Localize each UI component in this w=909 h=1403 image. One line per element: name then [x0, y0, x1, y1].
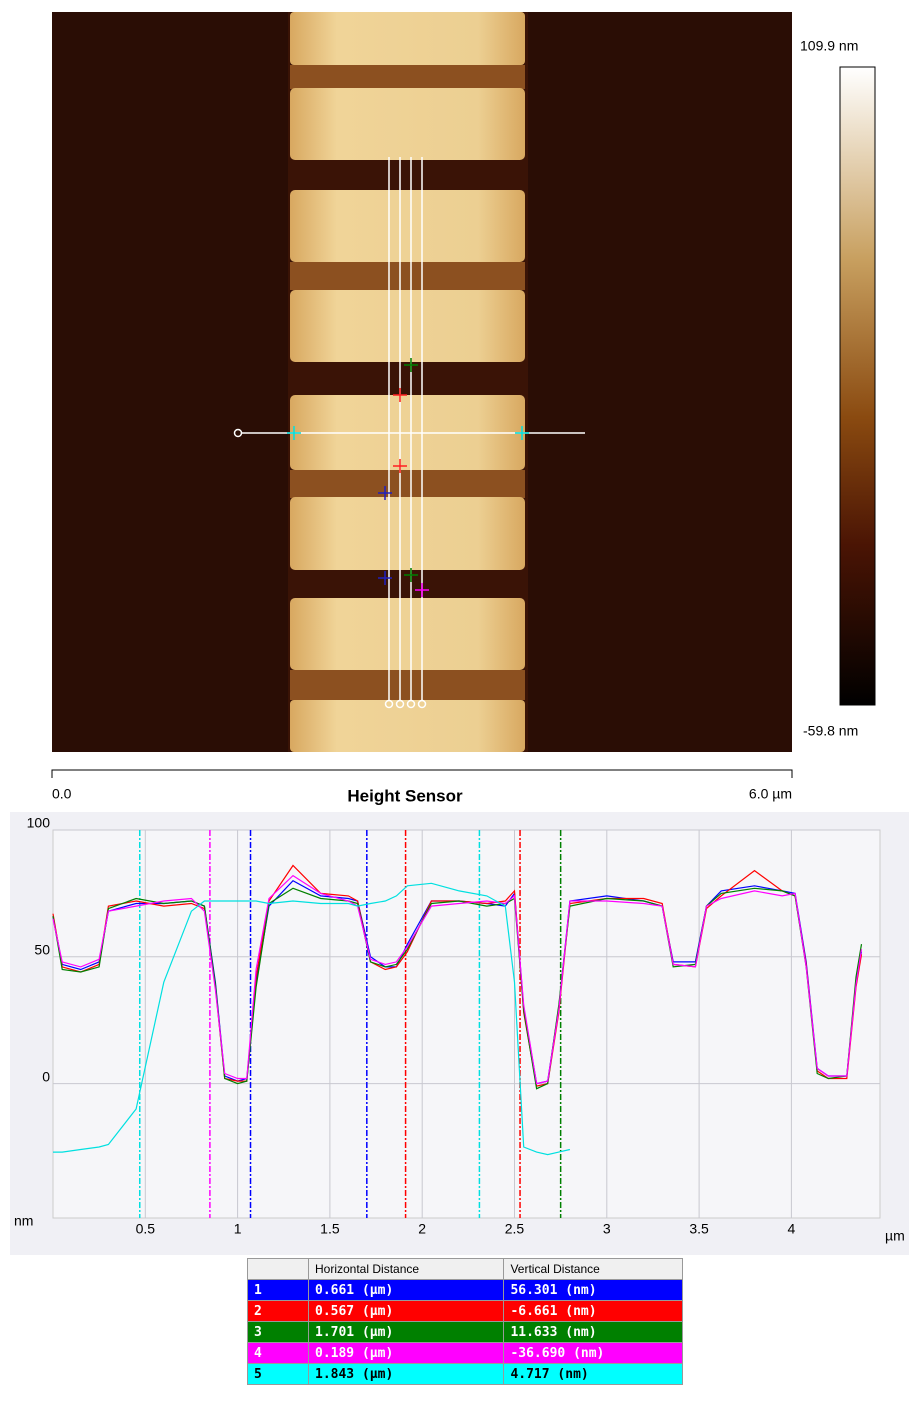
- x-tick-label: 1: [234, 1221, 242, 1237]
- scale-end: 6.0 µm: [749, 786, 792, 802]
- table-row: 3 1.701 (µm) 11.633 (nm): [247, 1321, 683, 1343]
- table-row: 1 0.661 (µm) 56.301 (nm): [247, 1279, 683, 1301]
- table-row: 4 0.189 (µm) -36.690 (nm): [247, 1342, 683, 1364]
- x-tick-label: 3: [603, 1221, 611, 1237]
- scale-start: 0.0: [52, 786, 72, 802]
- header-cell: Vertical Distance: [503, 1258, 683, 1280]
- table-cell: 5: [247, 1363, 309, 1385]
- table-cell: 56.301 (nm): [503, 1279, 683, 1301]
- table-cell: 0.189 (µm): [307, 1342, 505, 1364]
- table-cell: 11.633 (nm): [503, 1321, 683, 1343]
- table-cell: 1.701 (µm): [307, 1321, 505, 1343]
- x-tick-label: 3.5: [689, 1221, 709, 1237]
- x-tick-label: 0.5: [136, 1221, 156, 1237]
- profile-line: [52, 874, 863, 1085]
- color-bar: [839, 66, 876, 706]
- x-tick-label: 4: [787, 1221, 795, 1237]
- table-cell: 1.843 (µm): [307, 1363, 505, 1385]
- table-cell: 0.661 (µm): [307, 1279, 505, 1301]
- screen: 109.9 nm -59.8 nm 0.0 6.0 µm Height Sens…: [10, 12, 909, 1255]
- table-cell: -36.690 (nm): [503, 1342, 683, 1364]
- color-max: 109.9 nm: [800, 38, 858, 54]
- scale-bar: [51, 769, 793, 778]
- y-axis-label: nm: [14, 1213, 33, 1229]
- y-tick-label: 100: [27, 815, 51, 831]
- profile-line: [53, 882, 571, 1156]
- header-cell: Horizontal Distance: [307, 1258, 505, 1280]
- table-cell: 3: [247, 1321, 309, 1343]
- table-cell: 2: [247, 1300, 309, 1322]
- plot-area: [52, 829, 881, 1219]
- table-row: 2 0.567 (µm) -6.661 (nm): [247, 1300, 683, 1322]
- y-tick-label: 50: [34, 942, 50, 958]
- profile-line: [52, 887, 863, 1090]
- table-cell: -6.661 (nm): [503, 1300, 683, 1322]
- table-header: Horizontal Distance Vertical Distance: [247, 1258, 683, 1280]
- table-cell: 0.567 (µm): [307, 1300, 505, 1322]
- table-cell: 1: [247, 1279, 309, 1301]
- table-cell: 4: [247, 1342, 309, 1364]
- x-tick-label: 1.5: [320, 1221, 340, 1237]
- table-cell: 4.717 (nm): [503, 1363, 683, 1385]
- table-row: 5 1.843 (µm) 4.717 (nm): [247, 1363, 683, 1385]
- header-cell: [247, 1258, 309, 1280]
- y-tick-label: 0: [42, 1068, 50, 1084]
- afm-image: [52, 12, 792, 752]
- x-tick-label: 2: [418, 1221, 426, 1237]
- x-tick-label: 2.5: [505, 1221, 525, 1237]
- color-min: -59.8 nm: [803, 723, 858, 739]
- image-title: Height Sensor: [347, 786, 463, 805]
- x-axis-label: µm: [885, 1228, 905, 1244]
